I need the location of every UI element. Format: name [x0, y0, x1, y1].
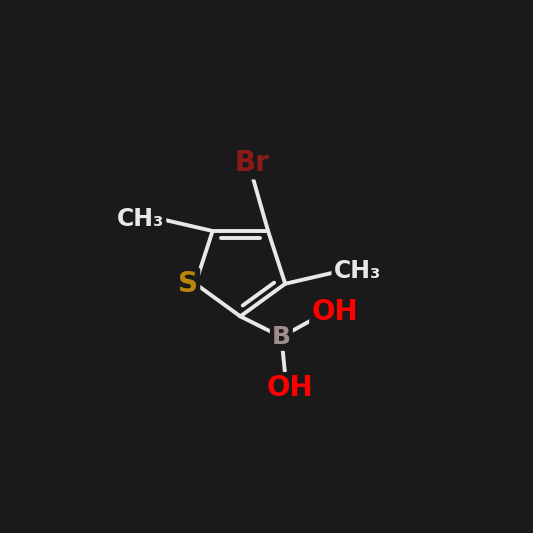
- Text: OH: OH: [311, 298, 358, 326]
- Text: B: B: [272, 325, 291, 349]
- Text: S: S: [178, 270, 198, 298]
- Text: CH₃: CH₃: [117, 207, 164, 231]
- Text: Br: Br: [234, 149, 269, 177]
- Text: CH₃: CH₃: [334, 260, 381, 284]
- Text: OH: OH: [266, 374, 313, 402]
